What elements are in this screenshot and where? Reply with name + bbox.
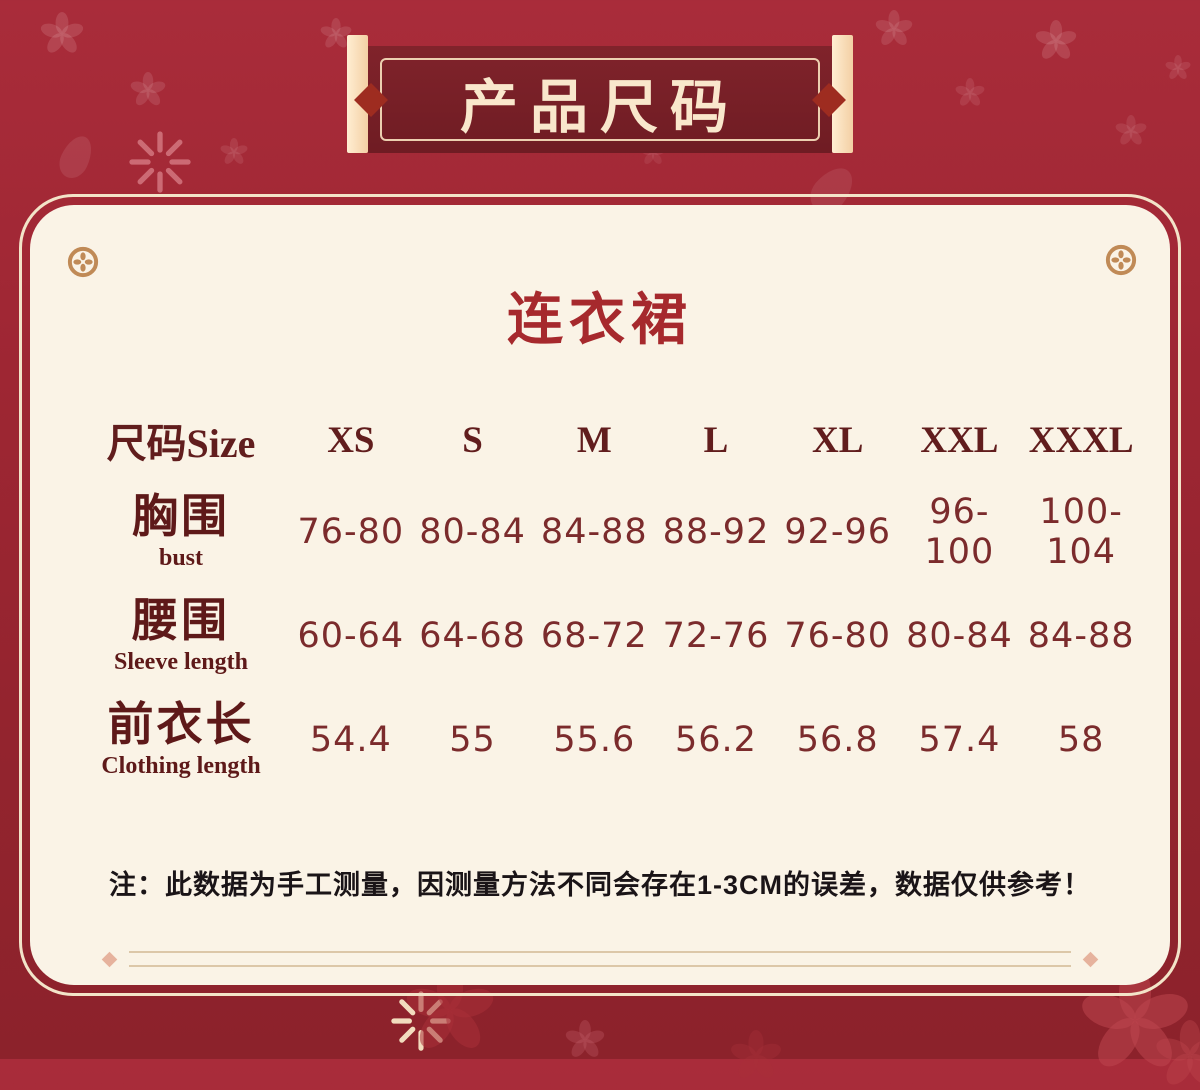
table-cell: 96-100 [924,492,995,572]
product-title: 连衣裙 [507,290,693,352]
sakura-blossom-icon [1165,55,1191,81]
sakura-blossom-icon [1035,20,1077,62]
size-chart-card: 连衣裙 尺码Size XS S M L XL XXL XXXL 胸围 bust … [19,194,1181,996]
table-cell: 64-68 [419,616,526,656]
row-label-en: Clothing length [101,752,261,779]
table-header-row: 尺码Size XS S M L XL XXL XXXL [72,400,1142,480]
size-table: 尺码Size XS S M L XL XXL XXXL 胸围 bust 76-8… [72,400,1142,792]
row-label-en: bust [158,544,204,571]
sakura-blossom-icon [130,72,166,108]
table-cell: 84-88 [540,512,648,552]
table-cell: 84-88 [1027,616,1135,656]
row-label-zh: 腰围 [132,595,230,647]
table-cell: 80-84 [906,616,1013,656]
diamond-ornament-icon [1082,951,1099,967]
table-cell: 58 [1057,720,1105,760]
column-header: 尺码Size [106,421,256,466]
row-label-en: Sleeve length [114,648,248,675]
column-header: S [462,419,483,461]
sakura-blossom-icon [565,1020,605,1060]
table-cell: 56.2 [675,720,757,760]
firework-burst-icon [128,130,192,194]
sakura-blossom-icon [1155,1020,1200,1090]
table-row-waist: 腰围 Sleeve length 60-64 64-68 68-72 72-76… [72,584,1142,688]
table-row-length: 前衣长 Clothing length 54.4 55 55.6 56.2 56… [72,688,1142,792]
column-header: XL [812,419,864,461]
sakura-blossom-icon [955,78,985,108]
divider-lines [129,951,1071,967]
table-row-bust: 胸围 bust 76-80 80-84 84-88 88-92 92-96 96… [72,480,1142,584]
sakura-blossom-icon [40,12,84,56]
table-cell: 72-76 [662,616,770,656]
firework-burst-icon [390,990,452,1052]
table-cell: 55.6 [553,720,636,760]
table-cell: 92-96 [784,512,892,552]
sakura-blossom-icon [875,10,913,48]
sakura-blossom-icon [730,1030,782,1082]
table-cell: 100-104 [1039,492,1123,572]
petal-decoration [54,131,98,183]
table-cell: 60-64 [297,616,405,656]
table-cell: 80-84 [419,512,526,552]
row-label: 腰围 Sleeve length [72,596,290,676]
row-label-zh: 前衣长 [107,699,255,751]
table-cell: 76-80 [784,616,892,656]
column-header: XXXL [1028,419,1134,461]
scroll-rod-right-icon [832,35,853,153]
table-cell: 76-80 [297,512,405,552]
row-label: 胸围 bust [72,492,290,572]
column-header: XXL [920,419,999,461]
diamond-ornament-icon [101,951,118,967]
table-cell: 68-72 [540,616,648,656]
bottom-divider [101,951,1099,967]
table-cell: 56.8 [796,720,879,760]
banner: 产品尺码 [347,35,853,153]
banner-plaque: 产品尺码 [368,46,832,153]
row-label: 前衣长 Clothing length [72,700,290,780]
page-title: 产品尺码 [459,75,740,140]
column-header: M [576,419,612,461]
sakura-blossom-icon [220,138,248,166]
scroll-rod-left-icon [347,35,368,153]
sakura-blossom-icon [1115,115,1147,147]
measurement-note: 注：此数据为手工测量，因测量方法不同会存在1-3CM的误差，数据仅供参考！ [108,870,1091,900]
table-cell: 54.4 [309,720,392,760]
table-cell: 57.4 [918,720,1001,760]
column-header: L [703,419,729,461]
column-header: XS [327,419,375,461]
table-cell: 55 [449,720,496,760]
table-cell: 88-92 [662,512,770,552]
row-label-zh: 胸围 [132,491,230,543]
